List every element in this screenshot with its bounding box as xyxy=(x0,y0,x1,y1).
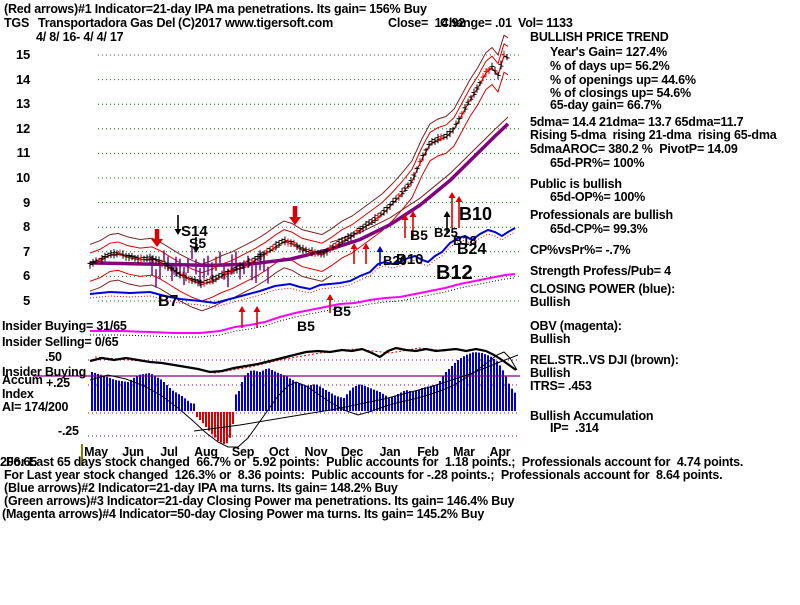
stat-line: 5dmaAROC= 380.2 % PivotP= 14.09 xyxy=(530,142,738,156)
footer-line: (Green arrows)#3 Indicator=21-day Closin… xyxy=(4,494,515,508)
signal-annotation: B18 xyxy=(453,233,477,248)
y-axis-label: 12 xyxy=(15,120,30,136)
accum-label: Accum xyxy=(2,373,43,387)
stat-line: % of days up= 56.2% xyxy=(550,59,670,73)
month-label: May xyxy=(84,445,108,459)
overlay-number: 206.65 xyxy=(0,455,38,469)
signal-annotation: S5 xyxy=(189,235,206,251)
stat-line: IP= .314 xyxy=(550,421,599,435)
signal-annotation: B5 xyxy=(410,227,428,243)
signal-annotation: B12 xyxy=(436,262,473,284)
stat-line: 65d-CP%= 99.3% xyxy=(550,222,648,236)
y-axis-label: 5 xyxy=(22,293,30,308)
y-axis-label: 7 xyxy=(22,243,30,259)
y-axis-label: 15 xyxy=(15,47,30,62)
signal-annotation: B10 xyxy=(396,251,424,268)
stat-line: 5dma= 14.4 21dma= 13.7 65dma=11.7 xyxy=(530,115,744,129)
volume-value: Vol= 1133 xyxy=(518,16,573,30)
stat-line: Rising 5-dma rising 21-dma rising 65-dma xyxy=(530,128,777,142)
footer-line: (Blue arrows)#2 Indicator=21-day IPA ma … xyxy=(4,481,398,495)
month-label: Feb xyxy=(417,445,439,459)
indicator1-caption: (Red arrows)#1 Indicator=21-day IPA ma p… xyxy=(4,2,427,16)
month-label: Aug xyxy=(194,445,218,459)
index-label: Index xyxy=(2,387,34,401)
y-axis-label: 9 xyxy=(22,194,30,210)
month-label: Mar xyxy=(453,445,475,459)
stat-line: Public is bullish xyxy=(530,177,622,191)
signal-annotation: B7 xyxy=(158,293,179,310)
y-axis-label: 11 xyxy=(16,145,31,161)
plus25-label: +.25 xyxy=(46,376,70,390)
y-axis-label: 6 xyxy=(22,268,30,284)
stat-line: ITRS= .453 xyxy=(530,379,592,393)
stat-line: Professionals are bullish xyxy=(530,208,673,222)
month-label: Oct xyxy=(268,445,290,459)
signal-annotation: B10 xyxy=(459,204,492,224)
signal-annotation: B25 xyxy=(434,225,458,240)
footer-line: (Magenta arrows)#4 Indicator=50-day Clos… xyxy=(2,507,485,521)
stat-line: Strength Profess/Pub= 4 xyxy=(530,264,671,278)
minus25-label: -.25 xyxy=(58,424,79,438)
stat-line: REL.STR..VS DJI (brown): xyxy=(530,353,679,367)
month-label: Sep xyxy=(231,445,255,459)
company-name: Transportadora Gas Del xyxy=(38,16,176,30)
month-label: Nov xyxy=(304,445,328,459)
close-value: Close= 14.92 xyxy=(388,16,465,30)
level-50-label: .50 xyxy=(45,350,62,364)
stat-line: Bullish xyxy=(530,332,571,346)
signal-annotation: B5 xyxy=(333,303,351,319)
month-label: Jul xyxy=(160,445,178,459)
stat-line: Bullish xyxy=(530,295,571,309)
insider-selling-ratio: Insider Selling= 0/65 xyxy=(2,335,119,349)
month-label: Jan xyxy=(379,445,401,459)
copyright-text: (C)2017 www.tigersoft.com xyxy=(178,16,333,30)
stat-line: Bullish Accumulation xyxy=(530,409,654,423)
signal-annotation: B24 xyxy=(457,241,486,258)
stat-line: % of openings up= 44.6% xyxy=(550,73,696,87)
y-axis-label: 8 xyxy=(22,219,30,235)
change-value: Change= .01 xyxy=(440,16,512,30)
ticker-symbol: TGS xyxy=(4,16,30,30)
y-axis-label: 13 xyxy=(15,96,30,112)
month-label: Apr xyxy=(489,445,511,459)
signal-annotation: S14 xyxy=(181,223,208,240)
stat-line: Year's Gain= 127.4% xyxy=(550,45,667,59)
month-label: Jun xyxy=(122,445,144,459)
stat-line: CP%vsPr%= -.7% xyxy=(530,243,631,257)
ai-ratio-label: AI= 174/200 xyxy=(2,400,69,414)
stat-line: % of closings up= 54.6% xyxy=(550,86,691,100)
stat-line: 65-day gain= 66.7% xyxy=(550,98,662,112)
footer-line: For Last year stock changed 126.3% or 8.… xyxy=(4,468,723,482)
stat-line: 65d-OP%= 100% xyxy=(550,190,646,204)
signal-annotation: B5 xyxy=(297,318,315,334)
stat-line: BULLISH PRICE TREND xyxy=(530,30,669,44)
insider-buying-label: Insider Buying xyxy=(2,365,87,379)
stat-line: CLOSING POWER (blue): xyxy=(530,282,676,296)
footer-line: For Last 65 days stock changed 66.7% or … xyxy=(6,455,744,469)
month-label: Dec xyxy=(340,445,364,459)
stat-line: Bullish xyxy=(530,366,571,380)
stat-line: 65d-PR%= 100% xyxy=(550,156,645,170)
stat-line: OBV (magenta): xyxy=(530,319,622,333)
date-range: 4/ 8/ 16- 4/ 4/ 17 xyxy=(36,30,124,44)
y-axis-label: 10 xyxy=(15,170,30,185)
signal-annotation: B20 xyxy=(383,253,407,268)
y-axis-label: 14 xyxy=(15,71,30,87)
insider-buying-ratio: Insider Buying= 31/65 xyxy=(2,319,127,333)
